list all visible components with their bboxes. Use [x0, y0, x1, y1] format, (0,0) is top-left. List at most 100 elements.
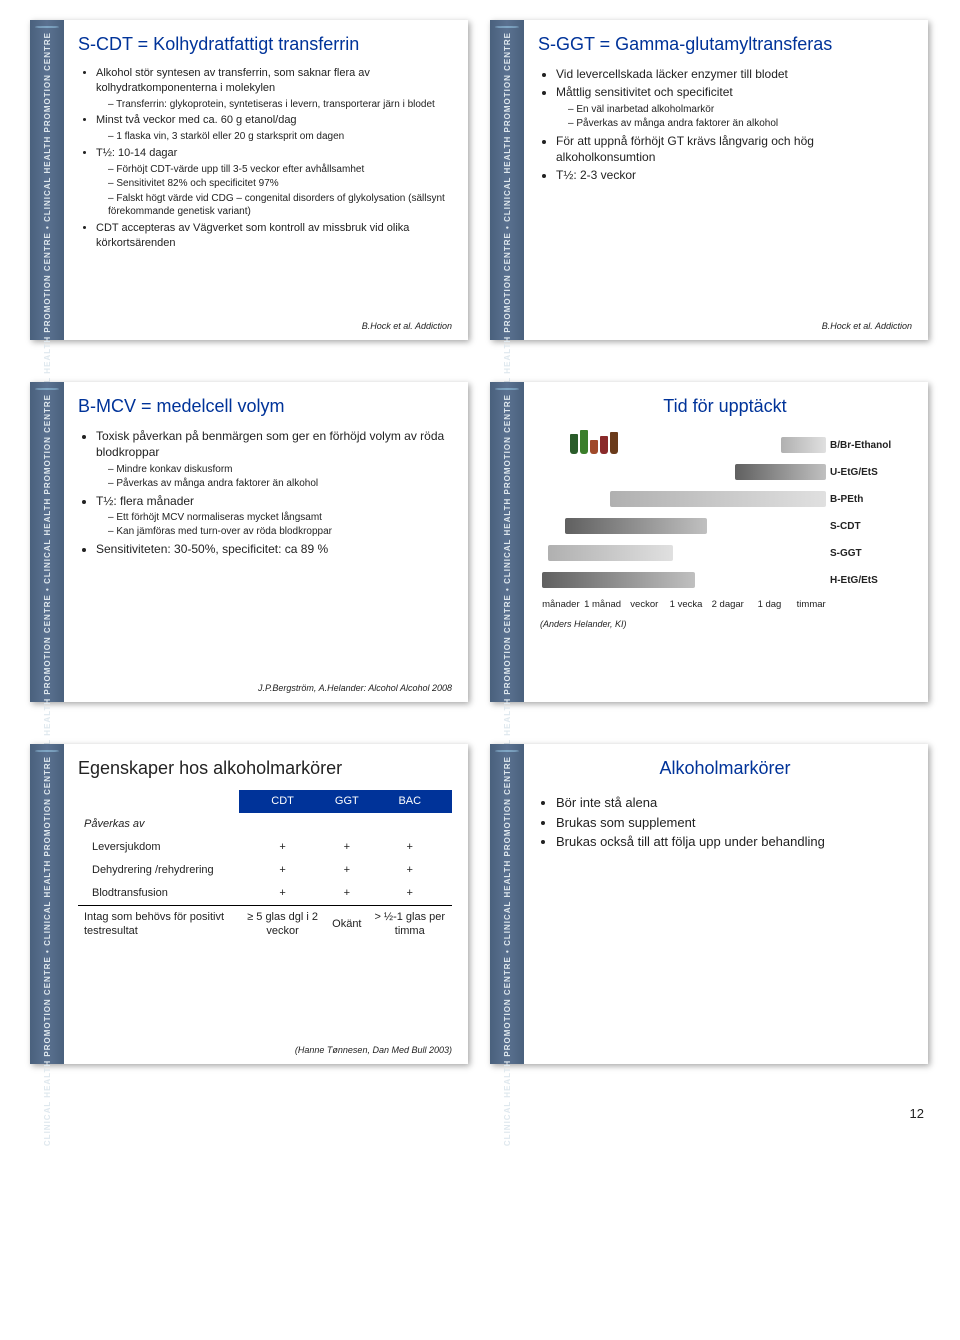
sub-bullet: Sensitivitet 82% och specificitet 97%: [116, 178, 278, 189]
bullet-text: Bör inte stå alena: [556, 795, 657, 810]
timeline-chart: B/Br-Ethanol U-EtG/EtS B-PEth S-CDT S-GGT H-E…: [538, 428, 912, 591]
chart-bar-label: B-PEth: [826, 493, 908, 507]
cell: +: [239, 859, 326, 882]
bullet-text: T½: 2-3 veckor: [556, 168, 636, 182]
axis-label: 1 vecka: [665, 599, 707, 612]
chart-row: U-EtG/EtS: [542, 461, 908, 483]
slide-row-1: CLINICAL HEALTH PROMOTION CENTRE • CLINI…: [30, 20, 930, 340]
axis-label: 1 dag: [749, 599, 791, 612]
bullet-text: Brukas också till att följa upp under be…: [556, 834, 825, 849]
slide-scdt: CLINICAL HEALTH PROMOTION CENTRE • CLINI…: [30, 20, 468, 340]
marker-table: CDT GGT BAC Påverkas av Leversjukdom + +…: [78, 790, 452, 943]
sub-bullet: Kan jämföras med turn-over av röda blodk…: [116, 526, 332, 537]
sidebar-text: CLINICAL HEALTH PROMOTION CENTRE • CLINI…: [503, 32, 512, 422]
table-row: Dehydrering /rehydrering + + +: [78, 859, 452, 882]
slide-content: B-MCV = medelcell volym Toxisk påverkan …: [64, 382, 468, 702]
slide-title: S-CDT = Kolhydratfattigt transferrin: [78, 32, 452, 56]
bullet-text: Vid levercellskada läcker enzymer till b…: [556, 67, 788, 81]
chart-bar-label: S-CDT: [826, 520, 908, 534]
sidebar-text: CLINICAL HEALTH PROMOTION CENTRE • CLINI…: [43, 32, 52, 422]
cell: +: [239, 836, 326, 859]
bullet-list: Bör inte stå alena Brukas som supplement…: [538, 794, 912, 851]
slide-title: B-MCV = medelcell volym: [78, 394, 452, 418]
cell: > ½-1 glas per timma: [368, 905, 453, 943]
cell: +: [326, 882, 367, 905]
sub-bullet: Påverkas av många andra faktorer än alko…: [576, 118, 778, 129]
col-header: BAC: [368, 790, 453, 813]
sub-bullet: Transferrin: glykoprotein, syntetiseras …: [116, 99, 435, 110]
slide-content: S-CDT = Kolhydratfattigt transferrin Alk…: [64, 20, 468, 340]
citation: (Hanne Tønnesen, Dan Med Bull 2003): [295, 1044, 452, 1056]
page-number: 12: [30, 1106, 930, 1121]
slide-bmcv: CLINICAL HEALTH PROMOTION CENTRE • CLINI…: [30, 382, 468, 702]
slide-title: S-GGT = Gamma-glutamyltransferas: [538, 32, 912, 56]
slide-content: Tid för upptäckt B/Br-EthanolU-EtG/EtSB-…: [524, 382, 928, 702]
slide-sggt: CLINICAL HEALTH PROMOTION CENTRE • CLINI…: [490, 20, 928, 340]
chart-bar: [542, 572, 695, 588]
sidebar-text: CLINICAL HEALTH PROMOTION CENTRE • CLINI…: [503, 394, 512, 784]
cell: +: [368, 859, 453, 882]
axis-label: veckor: [623, 599, 665, 612]
col-header: GGT: [326, 790, 367, 813]
axis-label: 2 dagar: [707, 599, 749, 612]
cell: +: [326, 836, 367, 859]
row-label: Blodtransfusion: [78, 882, 239, 905]
bullet-text: Toxisk påverkan på benmärgen som ger en …: [96, 429, 444, 459]
col-header: CDT: [239, 790, 326, 813]
sub-bullet: Mindre konkav diskusform: [116, 464, 232, 475]
chart-row: S-GGT: [542, 542, 908, 564]
chart-bar: [548, 545, 673, 561]
chart-row: B-PEth: [542, 488, 908, 510]
bullet-text: Brukas som supplement: [556, 815, 695, 830]
axis-label: månader: [540, 599, 582, 612]
slide-sidebar: CLINICAL HEALTH PROMOTION CENTRE • CLINI…: [490, 744, 524, 1064]
cell: +: [368, 882, 453, 905]
slide-content: Alkoholmarkörer Bör inte stå alena Bruka…: [524, 744, 928, 1064]
chart-axis: månader1 månadveckor1 vecka2 dagar1 dagt…: [538, 599, 912, 612]
bullet-text: Måttlig sensitivitet och specificitet: [556, 85, 733, 99]
slide-title: Egenskaper hos alkoholmarkörer: [78, 756, 452, 780]
chart-bar-label: H-EtG/EtS: [826, 574, 908, 588]
bullet-text: T½: 10-14 dagar: [96, 147, 177, 159]
citation: B.Hock et al. Addiction: [362, 320, 452, 332]
cell: +: [326, 859, 367, 882]
who-logo-icon: [35, 26, 59, 28]
row-label: Intag som behövs för positivt testresult…: [78, 905, 239, 943]
slide-title: Alkoholmarkörer: [538, 756, 912, 780]
sidebar-text: CLINICAL HEALTH PROMOTION CENTRE • CLINI…: [43, 394, 52, 784]
cell: +: [239, 882, 326, 905]
bullet-text: CDT accepteras av Vägverket som kontroll…: [96, 222, 409, 249]
sub-bullet: 1 flaska vin, 3 starköl eller 20 g stark…: [116, 131, 344, 142]
page: CLINICAL HEALTH PROMOTION CENTRE • CLINI…: [0, 0, 960, 1141]
table-header-row: CDT GGT BAC: [78, 790, 452, 813]
bullet-text: För att uppnå förhöjt GT krävs långvarig…: [556, 134, 814, 164]
bullet-list: Vid levercellskada läcker enzymer till b…: [538, 66, 912, 183]
table-row: Intag som behövs för positivt testresult…: [78, 905, 452, 943]
sidebar-text: CLINICAL HEALTH PROMOTION CENTRE • CLINI…: [503, 756, 512, 1146]
slide-sidebar: CLINICAL HEALTH PROMOTION CENTRE • CLINI…: [490, 20, 524, 340]
sub-bullet: Förhöjt CDT-värde upp till 3-5 veckor ef…: [116, 164, 364, 175]
sub-bullet: Ett förhöjt MCV normaliseras mycket lång…: [116, 512, 322, 523]
slide-sidebar: CLINICAL HEALTH PROMOTION CENTRE • CLINI…: [490, 382, 524, 702]
who-logo-icon: [35, 388, 59, 390]
who-logo-icon: [495, 750, 519, 752]
who-logo-icon: [495, 388, 519, 390]
row-label: Leversjukdom: [78, 836, 239, 859]
citation: (Anders Helander, KI): [540, 618, 912, 630]
slide-content: Egenskaper hos alkoholmarkörer CDT GGT B…: [64, 744, 468, 1064]
chart-bar-label: B/Br-Ethanol: [826, 439, 908, 453]
citation: J.P.Bergström, A.Helander: Alcohol Alcoh…: [258, 682, 452, 694]
chart-bar: [610, 491, 826, 507]
section-label: Påverkas av: [78, 813, 452, 836]
slide-sidebar: CLINICAL HEALTH PROMOTION CENTRE • CLINI…: [30, 744, 64, 1064]
sub-bullet: En väl inarbetad alkoholmarkör: [576, 104, 714, 115]
chart-row: B/Br-Ethanol: [542, 434, 908, 456]
table-row: Leversjukdom + + +: [78, 836, 452, 859]
slide-content: S-GGT = Gamma-glutamyltransferas Vid lev…: [524, 20, 928, 340]
sub-bullet: Påverkas av många andra faktorer än alko…: [116, 478, 318, 489]
table-row: Blodtransfusion + + +: [78, 882, 452, 905]
sidebar-text: CLINICAL HEALTH PROMOTION CENTRE • CLINI…: [43, 756, 52, 1146]
chart-row: S-CDT: [542, 515, 908, 537]
who-logo-icon: [35, 750, 59, 752]
chart-bar: [735, 464, 826, 480]
